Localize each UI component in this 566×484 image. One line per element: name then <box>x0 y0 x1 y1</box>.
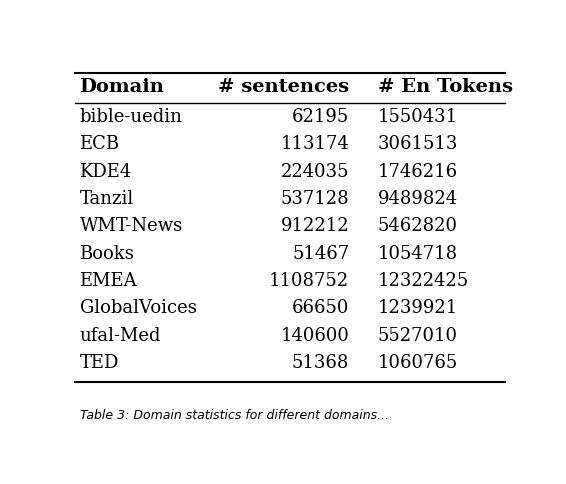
Text: 9489824: 9489824 <box>378 190 458 208</box>
Text: KDE4: KDE4 <box>79 163 132 181</box>
Text: bible-uedin: bible-uedin <box>79 108 182 126</box>
Text: TED: TED <box>79 354 119 372</box>
Text: 1239921: 1239921 <box>378 300 458 318</box>
Text: 1060765: 1060765 <box>378 354 458 372</box>
Text: 51467: 51467 <box>292 244 349 263</box>
Text: 537128: 537128 <box>281 190 349 208</box>
Text: 51368: 51368 <box>292 354 349 372</box>
Text: GlobalVoices: GlobalVoices <box>79 300 196 318</box>
Text: WMT-News: WMT-News <box>79 217 183 235</box>
Text: # sentences: # sentences <box>218 78 349 96</box>
Text: 912212: 912212 <box>281 217 349 235</box>
Text: 12322425: 12322425 <box>378 272 469 290</box>
Text: 1054718: 1054718 <box>378 244 458 263</box>
Text: 113174: 113174 <box>281 135 349 153</box>
Text: EMEA: EMEA <box>79 272 137 290</box>
Text: 5462820: 5462820 <box>378 217 458 235</box>
Text: 62195: 62195 <box>292 108 349 126</box>
Text: 1550431: 1550431 <box>378 108 458 126</box>
Text: 66650: 66650 <box>292 300 349 318</box>
Text: # En Tokens: # En Tokens <box>378 78 513 96</box>
Text: 3061513: 3061513 <box>378 135 458 153</box>
Text: ufal-Med: ufal-Med <box>79 327 161 345</box>
Text: 140600: 140600 <box>280 327 349 345</box>
Text: ECB: ECB <box>79 135 119 153</box>
Text: Domain: Domain <box>79 78 164 96</box>
Text: Table 3: Domain statistics for different domains...: Table 3: Domain statistics for different… <box>79 409 389 423</box>
Text: 1746216: 1746216 <box>378 163 458 181</box>
Text: 1108752: 1108752 <box>269 272 349 290</box>
Text: 224035: 224035 <box>281 163 349 181</box>
Text: 5527010: 5527010 <box>378 327 458 345</box>
Text: Tanzil: Tanzil <box>79 190 134 208</box>
Text: Books: Books <box>79 244 134 263</box>
